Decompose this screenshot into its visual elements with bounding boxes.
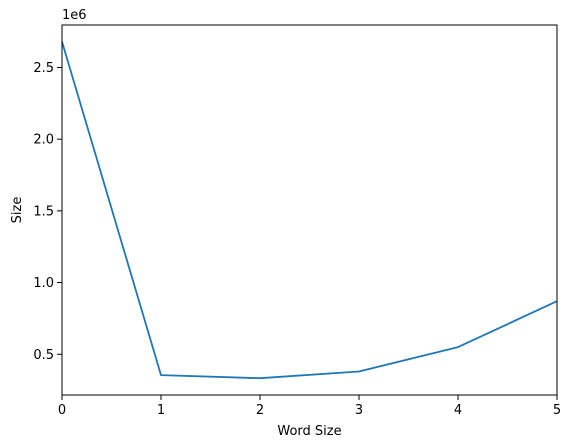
y-tick-label: 2.0 xyxy=(33,133,54,148)
y-tick-label: 1.0 xyxy=(33,276,54,291)
x-tick-label: 5 xyxy=(553,403,561,418)
y-offset-label: 1e6 xyxy=(62,8,87,23)
x-tick-label: 3 xyxy=(355,403,363,418)
y-axis-label: Size xyxy=(10,197,25,224)
x-axis: 0 1 2 3 4 5 xyxy=(58,395,561,418)
x-axis-label: Word Size xyxy=(277,424,341,439)
y-axis: 0.5 1.0 1.5 2.0 2.5 xyxy=(33,61,62,363)
y-tick-label: 0.5 xyxy=(33,348,54,363)
y-tick-label: 2.5 xyxy=(33,61,54,76)
plot-area xyxy=(62,25,557,395)
x-tick-label: 2 xyxy=(256,403,264,418)
x-tick-label: 1 xyxy=(157,403,165,418)
x-tick-label: 0 xyxy=(58,403,66,418)
x-tick-label: 4 xyxy=(454,403,462,418)
y-tick-label: 1.5 xyxy=(33,204,54,219)
